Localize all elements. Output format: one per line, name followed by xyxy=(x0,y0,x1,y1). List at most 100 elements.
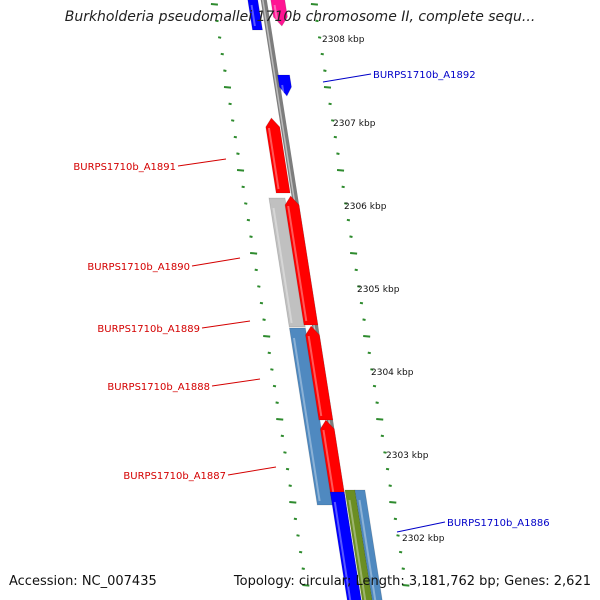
gene-a1889-sheen xyxy=(307,335,323,417)
tick-dot xyxy=(317,36,322,39)
tick-dot xyxy=(401,567,405,570)
gene-a1891-sheen xyxy=(267,127,280,190)
tick-dot xyxy=(359,301,364,305)
scale-tick-label: 2305 kbp xyxy=(357,285,400,295)
tick-dot xyxy=(328,102,332,106)
gene-label-a1888[interactable]: BURPS1710b_A1888 xyxy=(107,382,210,393)
label-leader-line xyxy=(191,257,241,267)
tick-dot xyxy=(385,467,390,471)
gene-magenta-top xyxy=(270,0,288,27)
tick-dot xyxy=(376,418,384,421)
tick-dot xyxy=(267,351,271,355)
tick-dot xyxy=(336,169,345,172)
tick-dot xyxy=(363,335,371,338)
tick-dot xyxy=(389,501,397,504)
tick-dot xyxy=(323,86,332,89)
tick-dot xyxy=(372,384,377,388)
tick-dot xyxy=(331,119,335,122)
tick-dot xyxy=(357,285,361,288)
label-leader-line xyxy=(396,521,446,533)
tick-dot xyxy=(298,550,303,554)
tick-dot xyxy=(349,235,353,238)
tick-dot xyxy=(288,484,292,487)
gene-blue-top-sheen xyxy=(250,4,256,27)
gene-label-a1886[interactable]: BURPS1710b_A1886 xyxy=(447,518,550,529)
genome-summary-text: Topology: circular; Length: 3,181,762 bp… xyxy=(233,574,591,589)
tick-dot xyxy=(257,285,261,288)
tick-dot xyxy=(236,169,245,172)
tick-dot xyxy=(346,218,351,222)
tick-dot xyxy=(244,202,248,205)
tick-dot xyxy=(341,185,345,189)
tick-dot xyxy=(293,517,298,521)
tick-dot xyxy=(289,501,297,504)
label-leader-line xyxy=(322,73,372,83)
tick-dot xyxy=(388,484,392,487)
tick-dot xyxy=(223,69,227,72)
tick-dot xyxy=(220,52,224,56)
tick-dot xyxy=(210,3,219,6)
tick-dot xyxy=(383,451,387,454)
tick-dot xyxy=(320,52,324,56)
tick-dot xyxy=(262,318,266,321)
gene-a1888-sheen xyxy=(292,337,321,502)
gene-a1892 xyxy=(277,74,292,97)
tick-dot xyxy=(254,268,258,272)
scale-tick-label: 2306 kbp xyxy=(344,202,387,212)
tick-dot xyxy=(315,19,319,23)
tick-dot xyxy=(367,351,371,355)
tick-dot xyxy=(310,3,319,6)
gene-label-a1887[interactable]: BURPS1710b_A1887 xyxy=(123,471,226,482)
gene-label-a1889[interactable]: BURPS1710b_A1889 xyxy=(97,324,200,335)
tick-dot xyxy=(272,384,277,388)
scale-tick-label: 2303 kbp xyxy=(386,451,429,461)
tick-dot xyxy=(333,135,338,139)
forward-strand-tick-dots xyxy=(310,3,410,587)
gene-a1892-sheen xyxy=(281,84,285,93)
tick-dot xyxy=(275,401,279,404)
tick-dot xyxy=(241,185,245,189)
scale-tick-label: 2308 kbp xyxy=(322,35,365,45)
tick-dot xyxy=(263,335,271,338)
gene-red-a1890 xyxy=(284,195,319,326)
gene-steelblue-bottom-sheen xyxy=(358,499,377,600)
tick-dot xyxy=(370,368,374,371)
tick-dot xyxy=(354,268,358,272)
tick-dot xyxy=(276,418,284,421)
reverse-strand-tick-dots xyxy=(210,3,310,587)
tick-dot xyxy=(236,152,240,155)
tick-dot xyxy=(231,119,235,122)
label-leader-line xyxy=(177,158,227,167)
scale-tick-label: 2304 kbp xyxy=(371,368,414,378)
gene-label-a1892[interactable]: BURPS1710b_A1892 xyxy=(373,70,476,81)
gene-a1887-sheen xyxy=(322,429,335,497)
gene-magenta-top-sheen xyxy=(273,4,279,23)
tick-dot xyxy=(362,318,366,321)
tick-dot xyxy=(233,135,238,139)
tick-dot xyxy=(223,86,232,89)
tick-dot xyxy=(215,19,219,23)
accession-text: Accession: NC_007435 xyxy=(9,574,157,589)
tick-dot xyxy=(217,36,222,39)
tick-dot xyxy=(375,401,379,404)
gene-a1891 xyxy=(265,117,291,194)
tick-dot xyxy=(336,152,340,155)
tick-dot xyxy=(285,467,290,471)
gene-steelblue-bottom xyxy=(354,489,383,600)
tick-dot xyxy=(323,69,327,72)
tick-dot xyxy=(283,451,287,454)
tick-dot xyxy=(280,434,285,438)
tick-dot xyxy=(398,550,403,554)
gene-blue-bottom xyxy=(329,491,362,600)
gene-label-a1890[interactable]: BURPS1710b_A1890 xyxy=(87,262,190,273)
tick-dot xyxy=(302,584,310,587)
tick-dot xyxy=(296,534,300,537)
scale-tick-label: 2307 kbp xyxy=(333,119,376,129)
tick-dot xyxy=(380,434,385,438)
tick-dot xyxy=(250,252,258,255)
tick-dot xyxy=(246,218,251,222)
gene-label-a1891[interactable]: BURPS1710b_A1891 xyxy=(73,162,176,173)
gene-red-a1890-sheen xyxy=(287,205,308,322)
label-leader-line xyxy=(201,320,251,329)
